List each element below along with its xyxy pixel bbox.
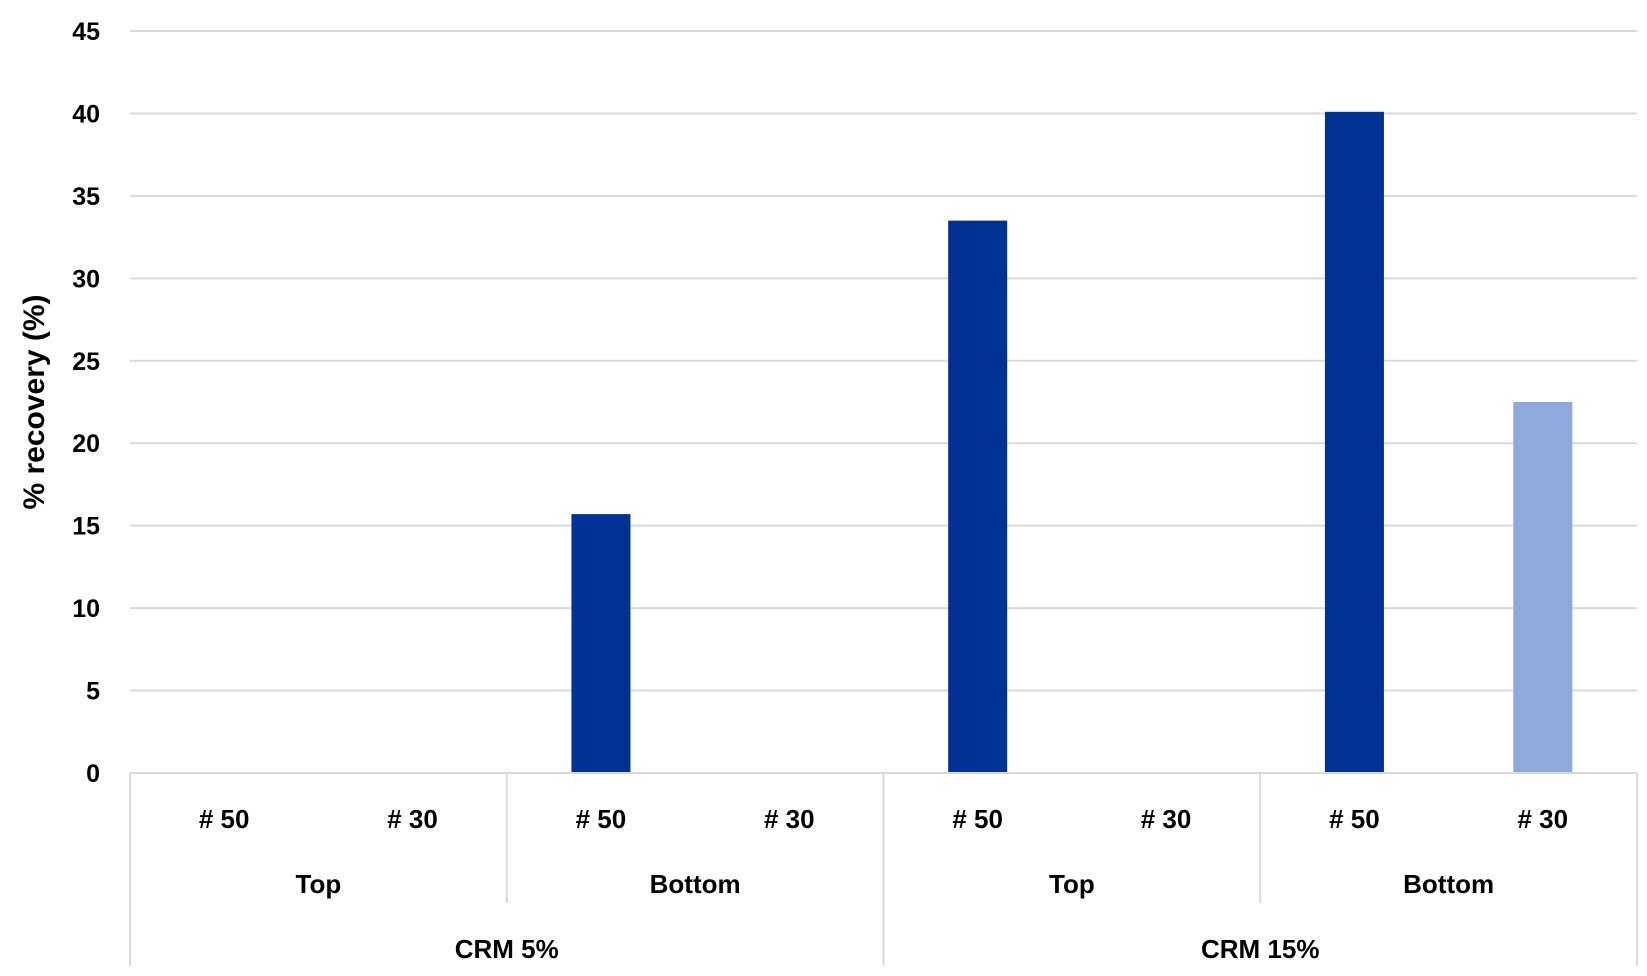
- y-axis-label: % recovery (%): [18, 294, 51, 509]
- x-tick-label-sieve: # 30: [1141, 804, 1192, 834]
- x-axis: # 50 # 30 # 50 # 30 # 50 # 30 # 50 # 30 Top Botto…: [129, 772, 1638, 966]
- x-group-label-position: Top: [296, 869, 342, 899]
- y-tick-label: 40: [72, 100, 100, 128]
- y-tick-label: 15: [72, 513, 100, 541]
- x-tick-label-sieve: # 30: [1518, 804, 1569, 834]
- bar: [1324, 111, 1384, 774]
- y-tick-label: 0: [86, 760, 100, 788]
- x-group-label-position: Top: [1049, 869, 1095, 899]
- y-tick-label: 10: [72, 595, 100, 623]
- x-group-label-crm: CRM 15%: [1201, 934, 1319, 964]
- x-group-label-position: Bottom: [650, 869, 741, 899]
- x-tick-label-sieve: # 50: [199, 804, 250, 834]
- y-tick-label: 5: [86, 678, 100, 706]
- x-group-label-position: Bottom: [1403, 869, 1494, 899]
- x-tick-label-sieve: # 50: [952, 804, 1003, 834]
- x-tick-label-sieve: # 50: [1329, 804, 1380, 834]
- gridlines: [130, 30, 1637, 692]
- bar: [1513, 402, 1573, 773]
- bar: [948, 220, 1008, 774]
- bars: [571, 111, 1573, 774]
- y-tick-label: 35: [72, 183, 100, 211]
- x-tick-label-sieve: # 30: [387, 804, 438, 834]
- y-axis-ticks: 0 5 10 15 20 25 30 35 40 45: [72, 18, 100, 788]
- x-group-label-crm: CRM 5%: [455, 934, 559, 964]
- y-tick-label: 25: [72, 348, 100, 376]
- bar: [571, 514, 631, 773]
- y-tick-label: 45: [72, 18, 100, 46]
- y-tick-label: 20: [72, 430, 100, 458]
- y-tick-label: 30: [72, 265, 100, 293]
- x-tick-label-sieve: # 50: [576, 804, 627, 834]
- x-tick-label-sieve: # 30: [764, 804, 815, 834]
